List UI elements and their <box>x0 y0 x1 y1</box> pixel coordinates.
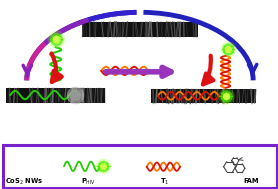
Point <box>223 94 228 97</box>
Point <box>223 94 228 97</box>
Point <box>101 165 106 168</box>
Bar <box>8 159 43 175</box>
Point <box>223 94 228 97</box>
Text: T$_1$: T$_1$ <box>160 176 169 187</box>
Bar <box>82 22 198 37</box>
Point <box>53 37 58 40</box>
Point <box>226 48 230 51</box>
Text: CoS$_2$ NWs: CoS$_2$ NWs <box>5 176 43 187</box>
Bar <box>151 89 256 104</box>
Point <box>226 48 230 51</box>
Point <box>101 165 106 168</box>
Bar <box>6 88 105 102</box>
Point <box>101 165 106 168</box>
Bar <box>3 145 277 188</box>
Text: P$_{\rm HIV}$: P$_{\rm HIV}$ <box>81 176 96 187</box>
Text: FAM: FAM <box>243 178 259 184</box>
Point <box>73 94 77 97</box>
Point <box>226 48 230 51</box>
Point <box>73 94 77 97</box>
Point <box>53 37 58 40</box>
Point <box>53 37 58 40</box>
